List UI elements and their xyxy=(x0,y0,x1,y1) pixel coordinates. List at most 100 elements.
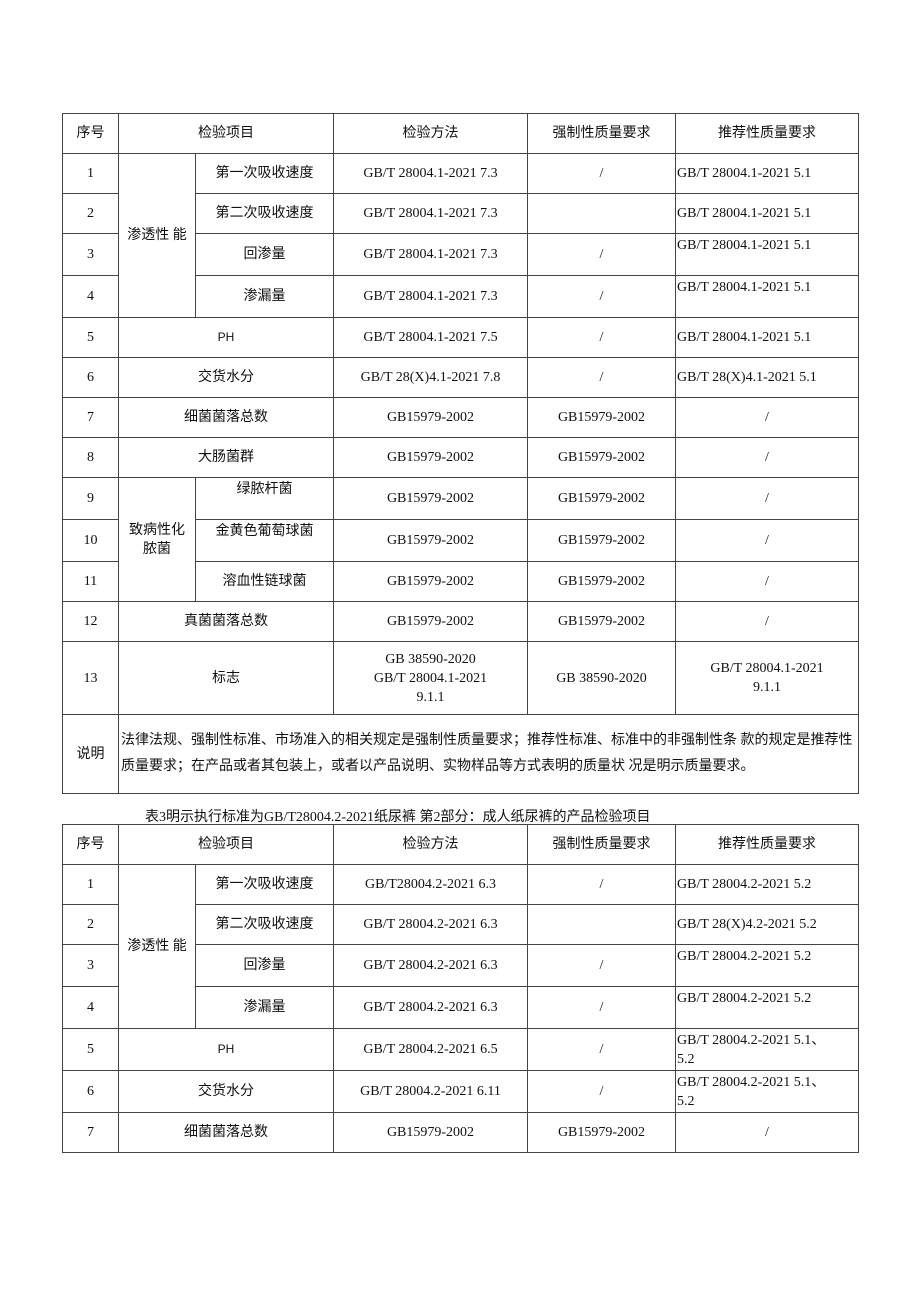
method: GB/T 28004.2-2021 6.3 xyxy=(333,944,528,987)
table-row: 1 渗透性 能第一次吸收速度 GB/T 28004.1-2021 7.3/GB/T … xyxy=(62,153,859,318)
method: GB15979-2002 xyxy=(333,397,528,438)
method: GB15979-2002 xyxy=(333,601,528,642)
item-group-permeability: 渗透性 能 xyxy=(118,153,196,318)
mandatory-requirement: GB15979-2002 xyxy=(527,437,676,478)
mandatory-requirement: GB15979-2002 xyxy=(527,397,676,438)
header-mandatory: 强制性质量要求 xyxy=(527,113,676,154)
method: GB15979-2002 xyxy=(333,437,528,478)
note-text: 法律法规、强制性标准、市场准入的相关规定是强制性质量要求；推荐性标准、标准中的非… xyxy=(118,714,859,794)
item-name: 金黄色葡萄球菌 xyxy=(195,519,334,562)
row-number: 6 xyxy=(62,357,119,398)
method: GB15979-2002 xyxy=(333,1112,528,1153)
row-number: 5 xyxy=(62,317,119,358)
recommended-requirement: / xyxy=(675,561,859,602)
recommended-requirement: GB/T 28(X)4.2-2021 5.2 xyxy=(675,904,859,945)
recommended-requirement: GB/T 28(X)4.1-2021 5.1 xyxy=(675,357,859,398)
row-number: 7 xyxy=(62,1112,119,1153)
recommended-requirement: GB/T 28004.2-2021 5.2 xyxy=(675,864,859,905)
recommended-requirement: GB/T 28004.2-2021 5.2 xyxy=(675,986,859,1029)
mandatory-requirement: / xyxy=(527,864,676,905)
item-name: 真菌菌落总数 xyxy=(118,601,334,642)
header-method: 检验方法 xyxy=(333,824,528,865)
recommended-requirement: GB/T 28004.1-2021 5.1 xyxy=(675,153,859,194)
mandatory-requirement: / xyxy=(527,944,676,987)
header-method: 检验方法 xyxy=(333,113,528,154)
mandatory-requirement: GB15979-2002 xyxy=(527,477,676,520)
note-row: 说明 法律法规、强制性标准、市场准入的相关规定是强制性质量要求；推荐性标准、标准中… xyxy=(62,714,859,794)
row-number: 12 xyxy=(62,601,119,642)
recommended-requirement: GB/T 28004.2-2021 5.1、 5.2 xyxy=(675,1028,859,1071)
method: GB/T 28004.1-2021 7.3 xyxy=(333,153,528,194)
table-row: 6 交货水分 GB/T 28004.2-2021 6.11/GB/T 28004.2… xyxy=(62,1070,859,1113)
table-row: 6 交货水分 GB/T 28(X)4.1-2021 7.8/GB/T 28(X)4.… xyxy=(62,357,859,398)
table-row: 12 真菌菌落总数 GB15979-2002 GB15979-2002/ xyxy=(62,601,859,642)
item-group-permeability: 渗透性 能 xyxy=(118,864,196,1029)
row-number: 3 xyxy=(62,233,119,276)
mandatory-requirement: GB15979-2002 xyxy=(527,519,676,562)
recommended-requirement: GB/T 28004.1-2021 5.1 xyxy=(675,275,859,318)
row-number: 5 xyxy=(62,1028,119,1071)
mandatory-requirement: / xyxy=(527,275,676,318)
table-row: 11 溶血性链球菌 GB15979-2002 GB15979-2002/ xyxy=(62,561,859,602)
table-row: 8 大肠菌群 GB15979-2002 GB15979-2002/ xyxy=(62,437,859,478)
item-name: 标志 xyxy=(118,641,334,715)
method: GB15979-2002 xyxy=(333,519,528,562)
method: GB/T 28004.2-2021 6.3 xyxy=(333,904,528,945)
mandatory-requirement: GB 38590-2020 xyxy=(527,641,676,715)
header-mandatory: 强制性质量要求 xyxy=(527,824,676,865)
method: GB/T 28004.1-2021 7.3 xyxy=(333,275,528,318)
mandatory-requirement xyxy=(527,904,676,945)
item-group-pathogen: 致病性化 脓菌 xyxy=(118,477,196,602)
table-row: 9 致病性化 脓菌 绿脓杆菌 GB15979-2002 GB15979-2002/ xyxy=(62,477,859,602)
item-name: 交货水分 xyxy=(118,1070,334,1113)
item-name: 细菌菌落总数 xyxy=(118,1112,334,1153)
table-row: 7 细菌菌落总数 GB15979-2002 GB15979-2002/ xyxy=(62,397,859,438)
mandatory-requirement: GB15979-2002 xyxy=(527,601,676,642)
table-3-caption: 表3明示执行标准为GB/T28004.2-2021纸尿裤 第2部分：成人纸尿裤的… xyxy=(145,810,651,825)
item-name: 渗漏量 xyxy=(195,986,334,1029)
item-name: 细菌菌落总数 xyxy=(118,397,334,438)
inspection-table-2: 序号 检验项目 检验方法 强制性质量要求 推荐性质量要求 1 渗透性 能第一次吸收速度 GB/… xyxy=(62,824,859,1153)
recommended-requirement: / xyxy=(675,437,859,478)
table-row: 2 第二次吸收速度 GB/T 28004.2-2021 6.3 GB/T 28(X)4… xyxy=(62,904,859,945)
inspection-table-1: 序号 检验项目 检验方法 强制性质量要求 推荐性质量要求 1 渗透性 能第一次吸收速度 GB/… xyxy=(62,113,859,794)
recommended-requirement: / xyxy=(675,601,859,642)
item-name: 回渗量 xyxy=(195,233,334,276)
method: GB/T 28(X)4.1-2021 7.8 xyxy=(333,357,528,398)
row-number: 3 xyxy=(62,944,119,987)
mandatory-requirement xyxy=(527,193,676,234)
table-row: 7 细菌菌落总数 GB15979-2002 GB15979-2002/ xyxy=(62,1112,859,1153)
method: GB/T 28004.2-2021 6.5 xyxy=(333,1028,528,1071)
header-recommended: 推荐性质量要求 xyxy=(675,113,859,154)
recommended-requirement: / xyxy=(675,519,859,562)
note-label: 说明 xyxy=(62,714,119,794)
method: GB/T28004.2-2021 6.3 xyxy=(333,864,528,905)
mandatory-requirement: / xyxy=(527,1028,676,1071)
method: GB 38590-2020 GB/T 28004.1-2021 9.1.1 xyxy=(333,641,528,715)
table-row: 3 回渗量 GB/T 28004.1-2021 7.3/GB/T 28004.1-2… xyxy=(62,233,859,276)
header-no: 序号 xyxy=(62,824,119,865)
method: GB/T 28004.1-2021 7.3 xyxy=(333,233,528,276)
table-row: 4 渗漏量 GB/T 28004.2-2021 6.3/GB/T 28004.2-2… xyxy=(62,986,859,1029)
item-name: 第二次吸收速度 xyxy=(195,904,334,945)
item-name: 第一次吸收速度 xyxy=(195,153,334,194)
table-row: 10 金黄色葡萄球菌 GB15979-2002 GB15979-2002/ xyxy=(62,519,859,562)
recommended-requirement: / xyxy=(675,477,859,520)
header-no: 序号 xyxy=(62,113,119,154)
recommended-requirement: / xyxy=(675,397,859,438)
recommended-requirement: GB/T 28004.2-2021 5.2 xyxy=(675,944,859,987)
recommended-requirement: GB/T 28004.1-2021 9.1.1 xyxy=(675,641,859,715)
item-name: 大肠菌群 xyxy=(118,437,334,478)
row-number: 6 xyxy=(62,1070,119,1113)
item-name: 回渗量 xyxy=(195,944,334,987)
method: GB/T 28004.1-2021 7.3 xyxy=(333,193,528,234)
method: GB15979-2002 xyxy=(333,477,528,520)
row-number: 4 xyxy=(62,986,119,1029)
method: GB/T 28004.1-2021 7.5 xyxy=(333,317,528,358)
mandatory-requirement: / xyxy=(527,317,676,358)
recommended-requirement: GB/T 28004.2-2021 5.1、 5.2 xyxy=(675,1070,859,1113)
method: GB15979-2002 xyxy=(333,561,528,602)
recommended-requirement: / xyxy=(675,1112,859,1153)
mandatory-requirement: / xyxy=(527,233,676,276)
row-number: 1 xyxy=(62,153,119,194)
